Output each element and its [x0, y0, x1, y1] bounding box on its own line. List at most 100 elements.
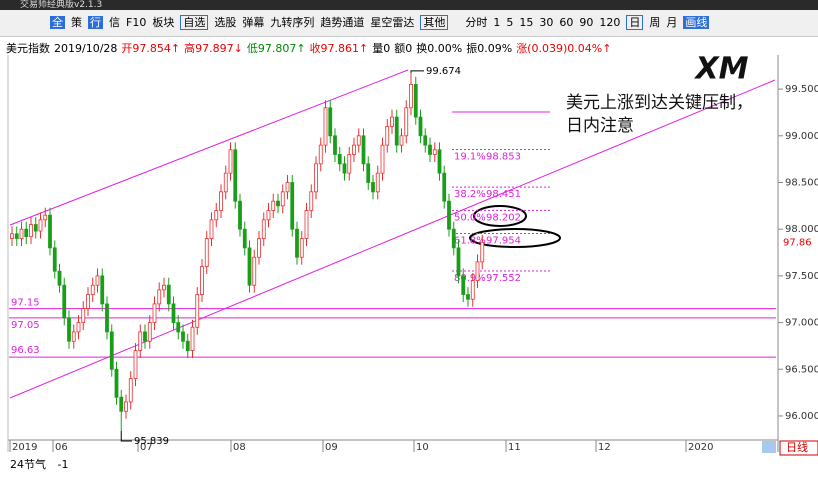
channel-lower	[9, 79, 776, 399]
candle-body	[470, 280, 475, 300]
candle-body	[109, 331, 114, 370]
candle-body	[29, 224, 33, 238]
nav-button[interactable]: 策	[71, 16, 82, 29]
candle-body	[38, 219, 43, 232]
toolbar-item[interactable]: 自选	[180, 15, 209, 30]
candle-body	[81, 308, 86, 323]
x-tick-label: 10	[416, 442, 429, 453]
candle-body	[62, 284, 67, 319]
candle-body	[366, 163, 371, 183]
candle-body	[57, 270, 62, 286]
candle-body	[337, 154, 342, 165]
toolbar-item[interactable]: 15	[519, 16, 534, 29]
toolbar-item[interactable]: 其他	[420, 15, 449, 30]
candle-body	[399, 135, 404, 146]
fib-value: 97.552	[486, 273, 521, 284]
period-tab[interactable]	[779, 440, 818, 456]
candle-body	[295, 228, 299, 258]
toolbar-item[interactable]: 90	[579, 16, 594, 29]
candle-body	[171, 303, 176, 323]
candle-body	[228, 149, 233, 174]
quote-field: 高97.897↓	[184, 42, 243, 55]
candle-body	[90, 284, 95, 295]
fib-pct: 38.2%	[454, 189, 486, 200]
high-pointer	[410, 70, 424, 73]
candle-body	[105, 303, 109, 333]
toolbar-item[interactable]: 1	[493, 16, 501, 29]
toolbar-item[interactable]: 月	[666, 16, 678, 29]
highlight-ellipse	[469, 228, 561, 248]
nav-button[interactable]: 全	[50, 16, 65, 29]
nav-button[interactable]: F10	[126, 16, 147, 29]
x-tick-label: 11	[508, 442, 521, 453]
toolbar-item[interactable]: 星空雷达	[370, 16, 415, 29]
fib-value: 98.451	[486, 189, 521, 200]
x-tick-label: 08	[233, 442, 246, 453]
fib-value: 98.853	[486, 152, 521, 163]
fib-value: 97.954	[486, 235, 521, 246]
candle-body	[162, 284, 166, 291]
candle-body	[451, 228, 456, 249]
annotation-line: 美元上涨到达关键压制，	[566, 93, 753, 113]
candle-body	[347, 154, 352, 174]
y-tick-label: 99.500	[785, 84, 818, 95]
candle-body	[442, 172, 447, 202]
candle-body	[342, 163, 347, 174]
candle-body	[176, 322, 181, 333]
toolbar-item[interactable]: 30	[539, 16, 554, 29]
quote-field: 2019/10/28	[54, 42, 118, 55]
candle-body	[394, 116, 399, 146]
nav-button[interactable]: 信	[109, 16, 120, 29]
y-tick-label: 98.000	[785, 224, 818, 235]
quote-header: 美元指数 2019/10/28 开97.854↑ 高97.897↓ 低97.807↑ 收9…	[6, 40, 615, 56]
period-tab-label[interactable]: 日线	[786, 440, 808, 454]
toolbar-item[interactable]: 选股	[214, 16, 237, 29]
app-title: 交易师经典版v2.1.3	[20, 0, 103, 10]
candle-body	[290, 182, 295, 230]
toolbar-item[interactable]: 周	[649, 16, 661, 29]
toolbar-item[interactable]: 5	[506, 16, 514, 29]
candle-body	[390, 116, 394, 127]
indicator-value: -1	[57, 458, 69, 471]
candle-body	[328, 107, 333, 137]
candle-body	[152, 303, 157, 323]
candle-body	[323, 107, 328, 146]
chart: XM 美元上涨到达关键压制， 日内注意 日线 99.500 99.000 98.50…	[7, 52, 818, 456]
level-label: 97.05	[11, 320, 40, 331]
toolbar-item[interactable]: 弹幕	[242, 16, 265, 29]
candle-body	[413, 84, 418, 118]
candle-body	[242, 228, 247, 249]
x-tick-label: 12	[598, 442, 611, 453]
y-tick-label: 96.000	[785, 411, 818, 422]
candle-body	[147, 322, 152, 342]
scroll-thumb[interactable]	[762, 441, 776, 453]
toolbar-item[interactable]: 分时	[465, 16, 488, 29]
toolbar-item[interactable]: 趋势通道	[320, 16, 365, 29]
candle-body	[314, 163, 318, 193]
toolbar-item[interactable]: 板块	[152, 16, 175, 29]
toolbar-item[interactable]: 九转序列	[270, 16, 315, 29]
toolbar-item[interactable]: 120	[599, 16, 621, 29]
x-tick-label: 07	[140, 442, 153, 453]
y-tick-label: 98.500	[785, 177, 818, 188]
candle-body	[461, 275, 466, 295]
candle-body	[361, 135, 366, 165]
candle-body	[247, 247, 252, 286]
title-bar: 交易师经典版v2.1.3	[0, 0, 818, 10]
indicator-row: 24节气 -1	[10, 456, 68, 472]
nav-button[interactable]: 行	[88, 16, 103, 29]
quote-field: 量0	[372, 42, 391, 55]
quote-field: 换0.00%	[416, 42, 463, 55]
fib-pct: 50.0%	[454, 212, 486, 223]
toolbar-item[interactable]: 日	[626, 15, 644, 30]
candle-body	[138, 331, 143, 351]
broker-logo: XM	[694, 52, 749, 87]
candle-body	[285, 182, 290, 193]
toolbar-item[interactable]: 画线	[683, 16, 710, 29]
candle-body	[100, 275, 105, 305]
quote-field: 振0.09%	[466, 42, 513, 55]
candle-body	[86, 294, 90, 309]
candle-body	[261, 219, 266, 239]
candle-body	[385, 126, 390, 146]
toolbar-item[interactable]: 60	[559, 16, 574, 29]
